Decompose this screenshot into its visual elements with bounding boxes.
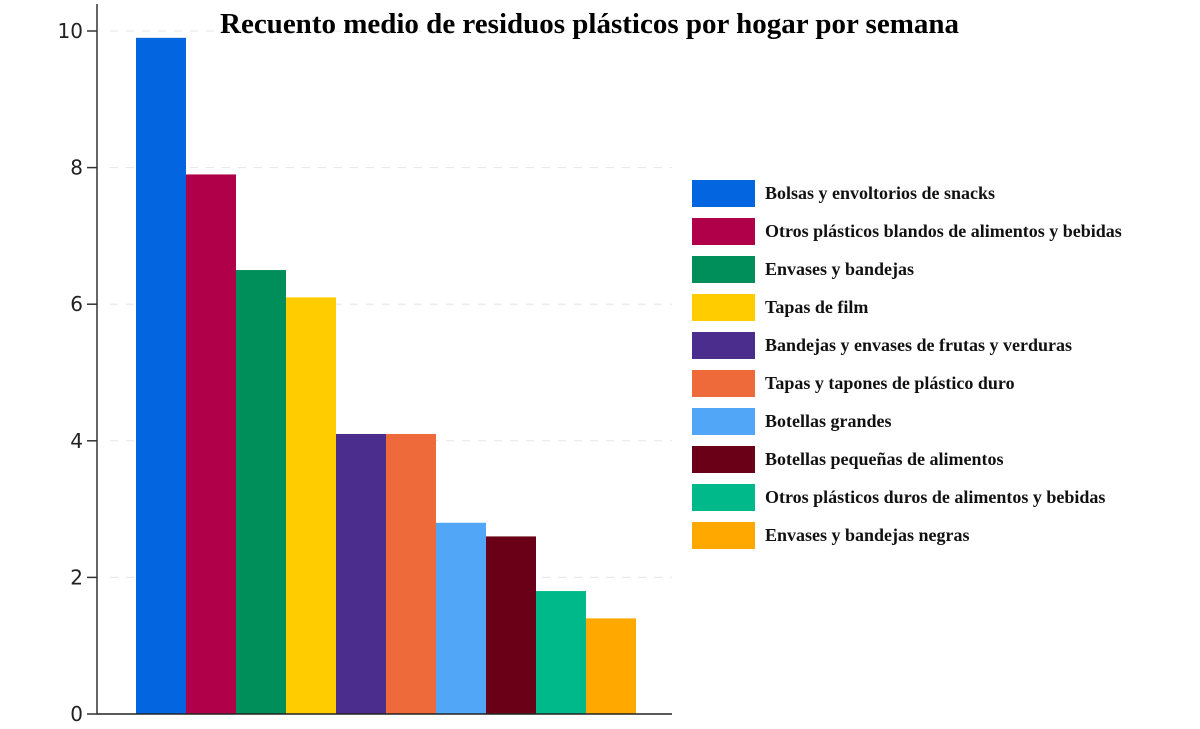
legend-item: Bolsas y envoltorios de snacks [692,174,1122,212]
legend-item: Envases y bandejas negras [692,516,1122,554]
bar-6 [386,433,436,714]
bar-9 [536,591,586,714]
bar-3 [236,270,286,714]
legend-label: Tapas y tapones de plástico duro [765,372,1015,393]
legend-swatch [692,179,755,207]
legend-label: Envases y bandejas negras [765,524,970,545]
legend-swatch [692,407,755,435]
legend-item: Botellas grandes [692,402,1122,440]
legend: Bolsas y envoltorios de snacks Otros plás… [692,174,1122,554]
legend-swatch [692,521,755,549]
legend-label: Bandejas y envases de frutas y verduras [765,334,1073,355]
bar-5 [336,433,386,714]
legend-item: Botellas pequeñas de alimentos [692,440,1122,478]
legend-swatch [692,217,755,245]
legend-swatch [692,483,755,511]
bar-8 [486,536,536,714]
legend-label: Envases y bandejas [765,258,915,279]
y-tick-label: 6 [70,292,83,316]
y-tick-label: 8 [70,156,83,180]
legend-label: Bolsas y envoltorios de snacks [765,182,996,203]
y-tick-label: 4 [70,429,83,453]
legend-swatch [692,255,755,283]
y-tick-label: 2 [70,565,83,589]
legend-swatch [692,293,755,321]
y-tick-label: 10 [58,19,83,43]
y-tick-label: 0 [70,702,83,726]
legend-swatch [692,331,755,359]
legend-item: Otros plásticos blandos de alimentos y b… [692,212,1122,250]
legend-item: Tapas de film [692,288,1122,326]
legend-item: Otros plásticos duros de alimentos y beb… [692,478,1122,516]
legend-label: Otros plásticos blandos de alimentos y b… [765,220,1122,241]
legend-label: Botellas pequeñas de alimentos [765,448,1004,469]
bar-4 [286,297,336,714]
legend-label: Tapas de film [765,296,869,317]
legend-item: Bandejas y envases de frutas y verduras [692,326,1122,364]
chart-title: Recuento medio de residuos plásticos por… [220,8,960,40]
legend-swatch [692,369,755,397]
legend-item: Envases y bandejas [692,250,1122,288]
bar-1 [136,37,186,714]
bar-7 [436,522,486,714]
legend-label: Botellas grandes [765,410,892,431]
legend-item: Tapas y tapones de plástico duro [692,364,1122,402]
legend-swatch [692,445,755,473]
legend-label: Otros plásticos duros de alimentos y beb… [765,486,1106,507]
bar-2 [186,174,236,714]
bar-10 [586,618,636,714]
